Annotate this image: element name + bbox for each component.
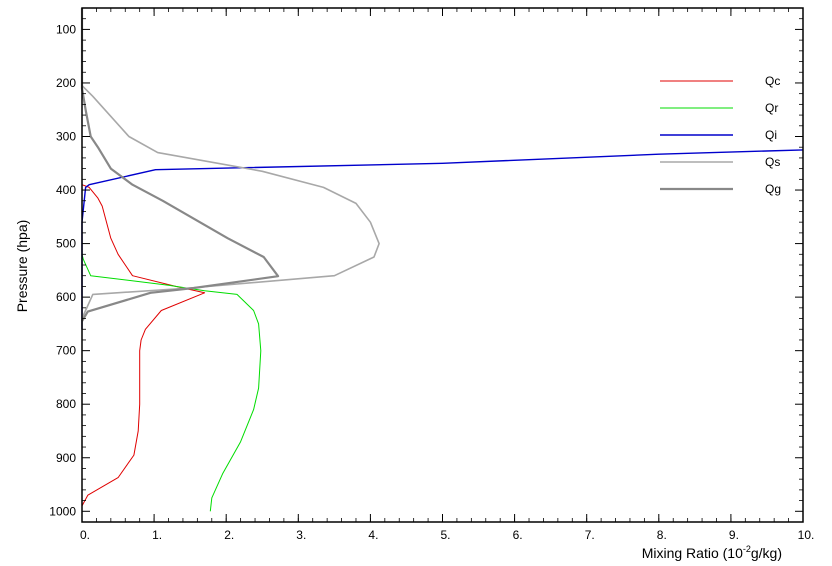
y-tick-label: 100 (56, 22, 76, 36)
y-tick-label: 200 (56, 76, 76, 90)
series-layer (80, 8, 804, 512)
x-tick-label: 0. (80, 528, 90, 542)
plot-frame (81, 7, 804, 523)
legend: Qc Qr Qi Qs Qg (660, 74, 781, 196)
y-tick-label: 1000 (49, 504, 76, 518)
y-tick-label: 400 (56, 183, 76, 197)
x-axis-title-tail: g/kg) (751, 545, 782, 561)
series-line-qg (80, 8, 280, 322)
legend-label-qr: Qr (765, 101, 778, 115)
legend-label-qc: Qc (765, 74, 780, 88)
x-axis-title-superscript: -2 (743, 544, 751, 554)
y-tick-label: 500 (56, 237, 76, 251)
y-tick-label: 800 (56, 397, 76, 411)
x-tick-label: 8. (657, 528, 667, 542)
x-tick-label: 9. (729, 528, 739, 542)
y-tick-label: 300 (56, 130, 76, 144)
tick-layer: 0. 1. 2. 3. 4. 5. 6. 7. 8. 9. 10. 100 200 300 400 500 60… (49, 8, 814, 542)
legend-label-qs: Qs (765, 155, 780, 169)
series-line-qc (81, 184, 206, 512)
x-tick-label: 10. (798, 528, 815, 542)
x-axis-title-base: Mixing Ratio (10 (642, 545, 743, 561)
legend-label-qi: Qi (765, 128, 777, 142)
y-tick-label: 600 (56, 290, 76, 304)
x-tick-label: 3. (296, 528, 306, 542)
series-line-qi (81, 149, 804, 330)
y-tick-label: 700 (56, 344, 76, 358)
x-tick-label: 1. (152, 528, 162, 542)
x-axis-title: Mixing Ratio (10-2g/kg) (642, 544, 782, 561)
x-tick-label: 6. (513, 528, 523, 542)
series-line-qs (81, 8, 380, 330)
legend-label-qg: Qg (765, 182, 781, 196)
y-tick-label: 900 (56, 451, 76, 465)
series-line-qr (81, 254, 262, 512)
x-tick-label: 2. (224, 528, 234, 542)
x-tick-label: 4. (368, 528, 378, 542)
x-tick-label: 7. (585, 528, 595, 542)
y-axis-title: Pressure (hpa) (14, 220, 30, 313)
x-tick-label: 5. (440, 528, 450, 542)
